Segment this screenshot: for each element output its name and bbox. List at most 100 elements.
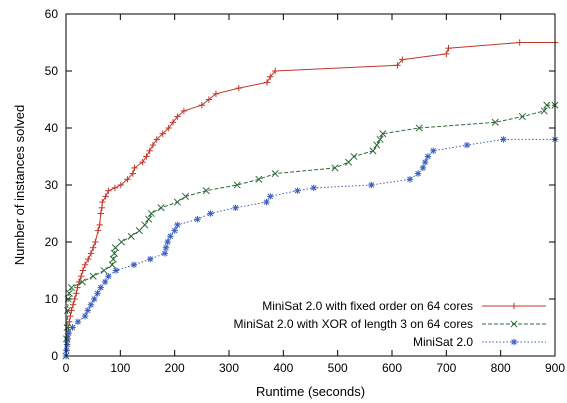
legend-entry: MiniSat 2.0 with fixed order on 64 cores [262, 299, 546, 313]
data-point [500, 136, 507, 143]
data-point [164, 238, 171, 246]
data-point [69, 301, 77, 308]
y-axis-label: Number of instances solved [12, 105, 27, 265]
data-point [78, 278, 86, 286]
data-point [173, 198, 181, 206]
data-point [108, 261, 116, 269]
data-point [71, 295, 78, 303]
data-point [99, 198, 106, 206]
x-axis-label: Runtime (seconds) [256, 384, 365, 399]
data-point [510, 302, 518, 310]
data-point [331, 164, 339, 172]
y-tick-label: 50 [45, 64, 59, 78]
data-point [207, 210, 214, 217]
data-point [87, 250, 95, 257]
data-point [194, 216, 201, 223]
data-point [94, 227, 102, 234]
data-point [117, 238, 125, 246]
data-point [74, 284, 81, 291]
data-point [97, 284, 104, 291]
data-point [105, 273, 112, 280]
series-3 [62, 136, 559, 360]
data-point [129, 170, 137, 177]
data-point [399, 56, 406, 63]
data-point [75, 278, 83, 286]
data-point [127, 232, 135, 240]
data-point [161, 250, 169, 257]
data-point [162, 244, 170, 251]
data-point [66, 318, 73, 325]
legend-entry: MiniSat 2.0 [413, 335, 546, 349]
y-tick-label: 60 [45, 7, 59, 21]
data-point [143, 153, 150, 160]
data-point [159, 130, 166, 137]
data-point [111, 244, 119, 252]
data-point [105, 187, 112, 194]
data-point [64, 306, 72, 314]
x-tick-label: 200 [165, 361, 185, 375]
data-point [235, 84, 242, 92]
data-point [518, 113, 526, 121]
data-point [369, 147, 377, 155]
data-point [101, 278, 109, 286]
x-tick-label: 100 [110, 361, 130, 375]
series-line [65, 104, 555, 357]
data-point [379, 130, 387, 138]
data-point [64, 335, 71, 343]
data-point [267, 73, 274, 80]
data-point [79, 267, 87, 274]
data-point [430, 147, 437, 154]
data-point [117, 181, 125, 189]
y-tick-label: 20 [45, 235, 59, 249]
data-point [96, 221, 103, 229]
data-point [92, 238, 99, 246]
legend: MiniSat 2.0 with fixed order on 64 cores… [234, 299, 546, 349]
data-point [510, 320, 518, 328]
data-point [98, 204, 106, 211]
data-point [202, 187, 210, 195]
legend-label: MiniSat 2.0 with XOR of length 3 on 64 c… [234, 317, 473, 331]
y-tick-label: 30 [45, 178, 59, 192]
data-point [112, 267, 120, 274]
data-point [419, 164, 427, 172]
data-point [540, 107, 548, 115]
data-point [421, 159, 429, 166]
data-point [373, 141, 381, 149]
data-point [85, 255, 92, 263]
data-point [87, 301, 95, 308]
data-point [67, 284, 75, 292]
data-point [344, 158, 353, 166]
legend-entry: MiniSat 2.0 with XOR of length 3 on 64 c… [234, 317, 546, 331]
data-point [63, 347, 70, 354]
data-point [78, 273, 85, 280]
data-point [63, 341, 71, 348]
data-point [141, 221, 149, 229]
data-point [157, 204, 165, 212]
data-point [294, 187, 301, 194]
data-point [84, 307, 91, 314]
ticks-layer: 0 100 200 300 400 500 600 700 800 900 0 10 20 30 40 50 6… [45, 7, 566, 375]
data-point [65, 289, 73, 297]
data-point [135, 227, 143, 235]
data-point [491, 118, 499, 126]
data-point [443, 50, 450, 58]
data-point [139, 159, 146, 166]
data-point [180, 107, 188, 115]
data-point [271, 67, 279, 75]
data-point [89, 272, 97, 280]
legend-label: MiniSat 2.0 [413, 335, 473, 349]
plot-frame [65, 13, 556, 357]
data-point [147, 209, 155, 218]
data-point [81, 312, 89, 320]
data-point [69, 324, 76, 331]
y-tick-label: 40 [45, 121, 59, 135]
data-point [174, 113, 181, 120]
x-tick-label: 900 [545, 361, 565, 375]
data-point [516, 39, 523, 46]
data-point [65, 330, 72, 337]
data-point [110, 249, 118, 257]
data-point [171, 227, 178, 234]
data-point [102, 193, 109, 200]
x-tick-label: 800 [491, 361, 511, 375]
